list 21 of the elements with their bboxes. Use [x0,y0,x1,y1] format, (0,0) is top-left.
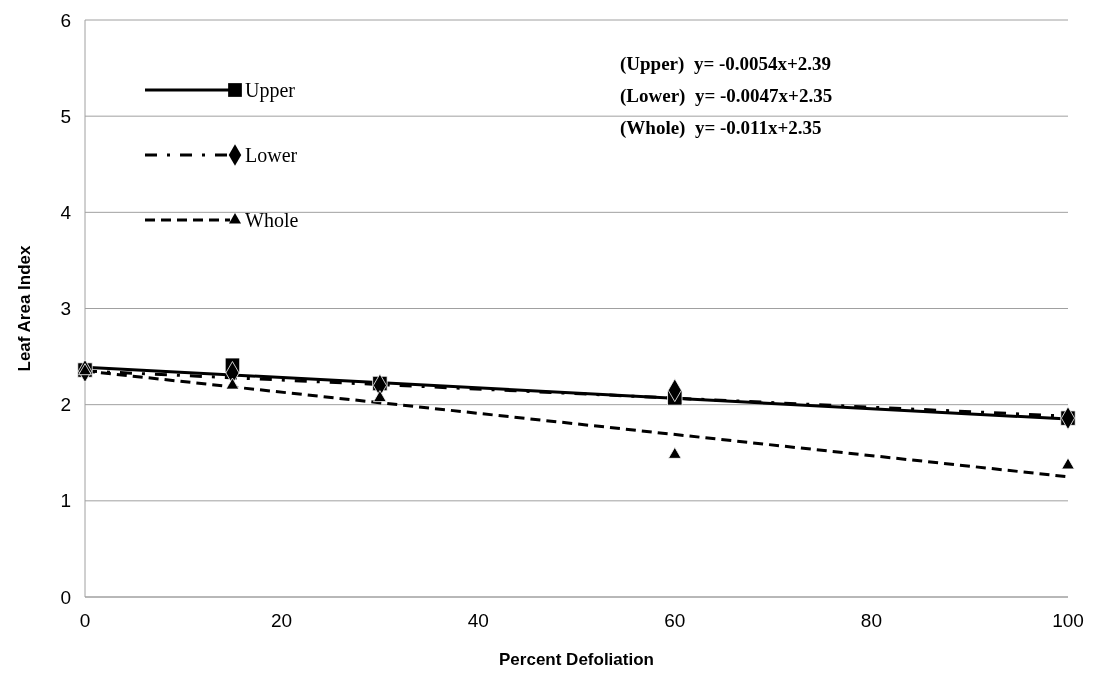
legend-label: Lower [245,144,298,166]
x-tick-label: 60 [664,610,686,631]
x-tick-label: 20 [271,610,293,631]
y-tick-label: 6 [60,9,71,31]
x-tick-label: 80 [860,610,882,631]
y-tick-label: 0 [60,586,71,608]
y-tick-label: 2 [60,394,71,416]
x-tick-label: 40 [467,610,489,631]
x-axis-title: Percent Defoliation [499,650,654,669]
legend-label: Whole [245,209,299,231]
y-tick-label: 4 [60,201,72,223]
x-tick-label: 100 [1052,610,1084,631]
annotation: (Lower) y= -0.0047x+2.35 [620,85,833,107]
y-tick-label: 1 [60,490,71,512]
x-tick-label: 0 [79,610,91,631]
legend-label: Upper [245,79,296,102]
y-axis-title: Leaf Area Index [15,244,34,372]
y-tick-label: 5 [60,105,71,127]
annotation: (Whole) y= -0.011x+2.35 [620,117,822,139]
y-tick-label: 3 [60,298,71,320]
annotation: (Upper) y= -0.0054x+2.39 [620,53,832,75]
